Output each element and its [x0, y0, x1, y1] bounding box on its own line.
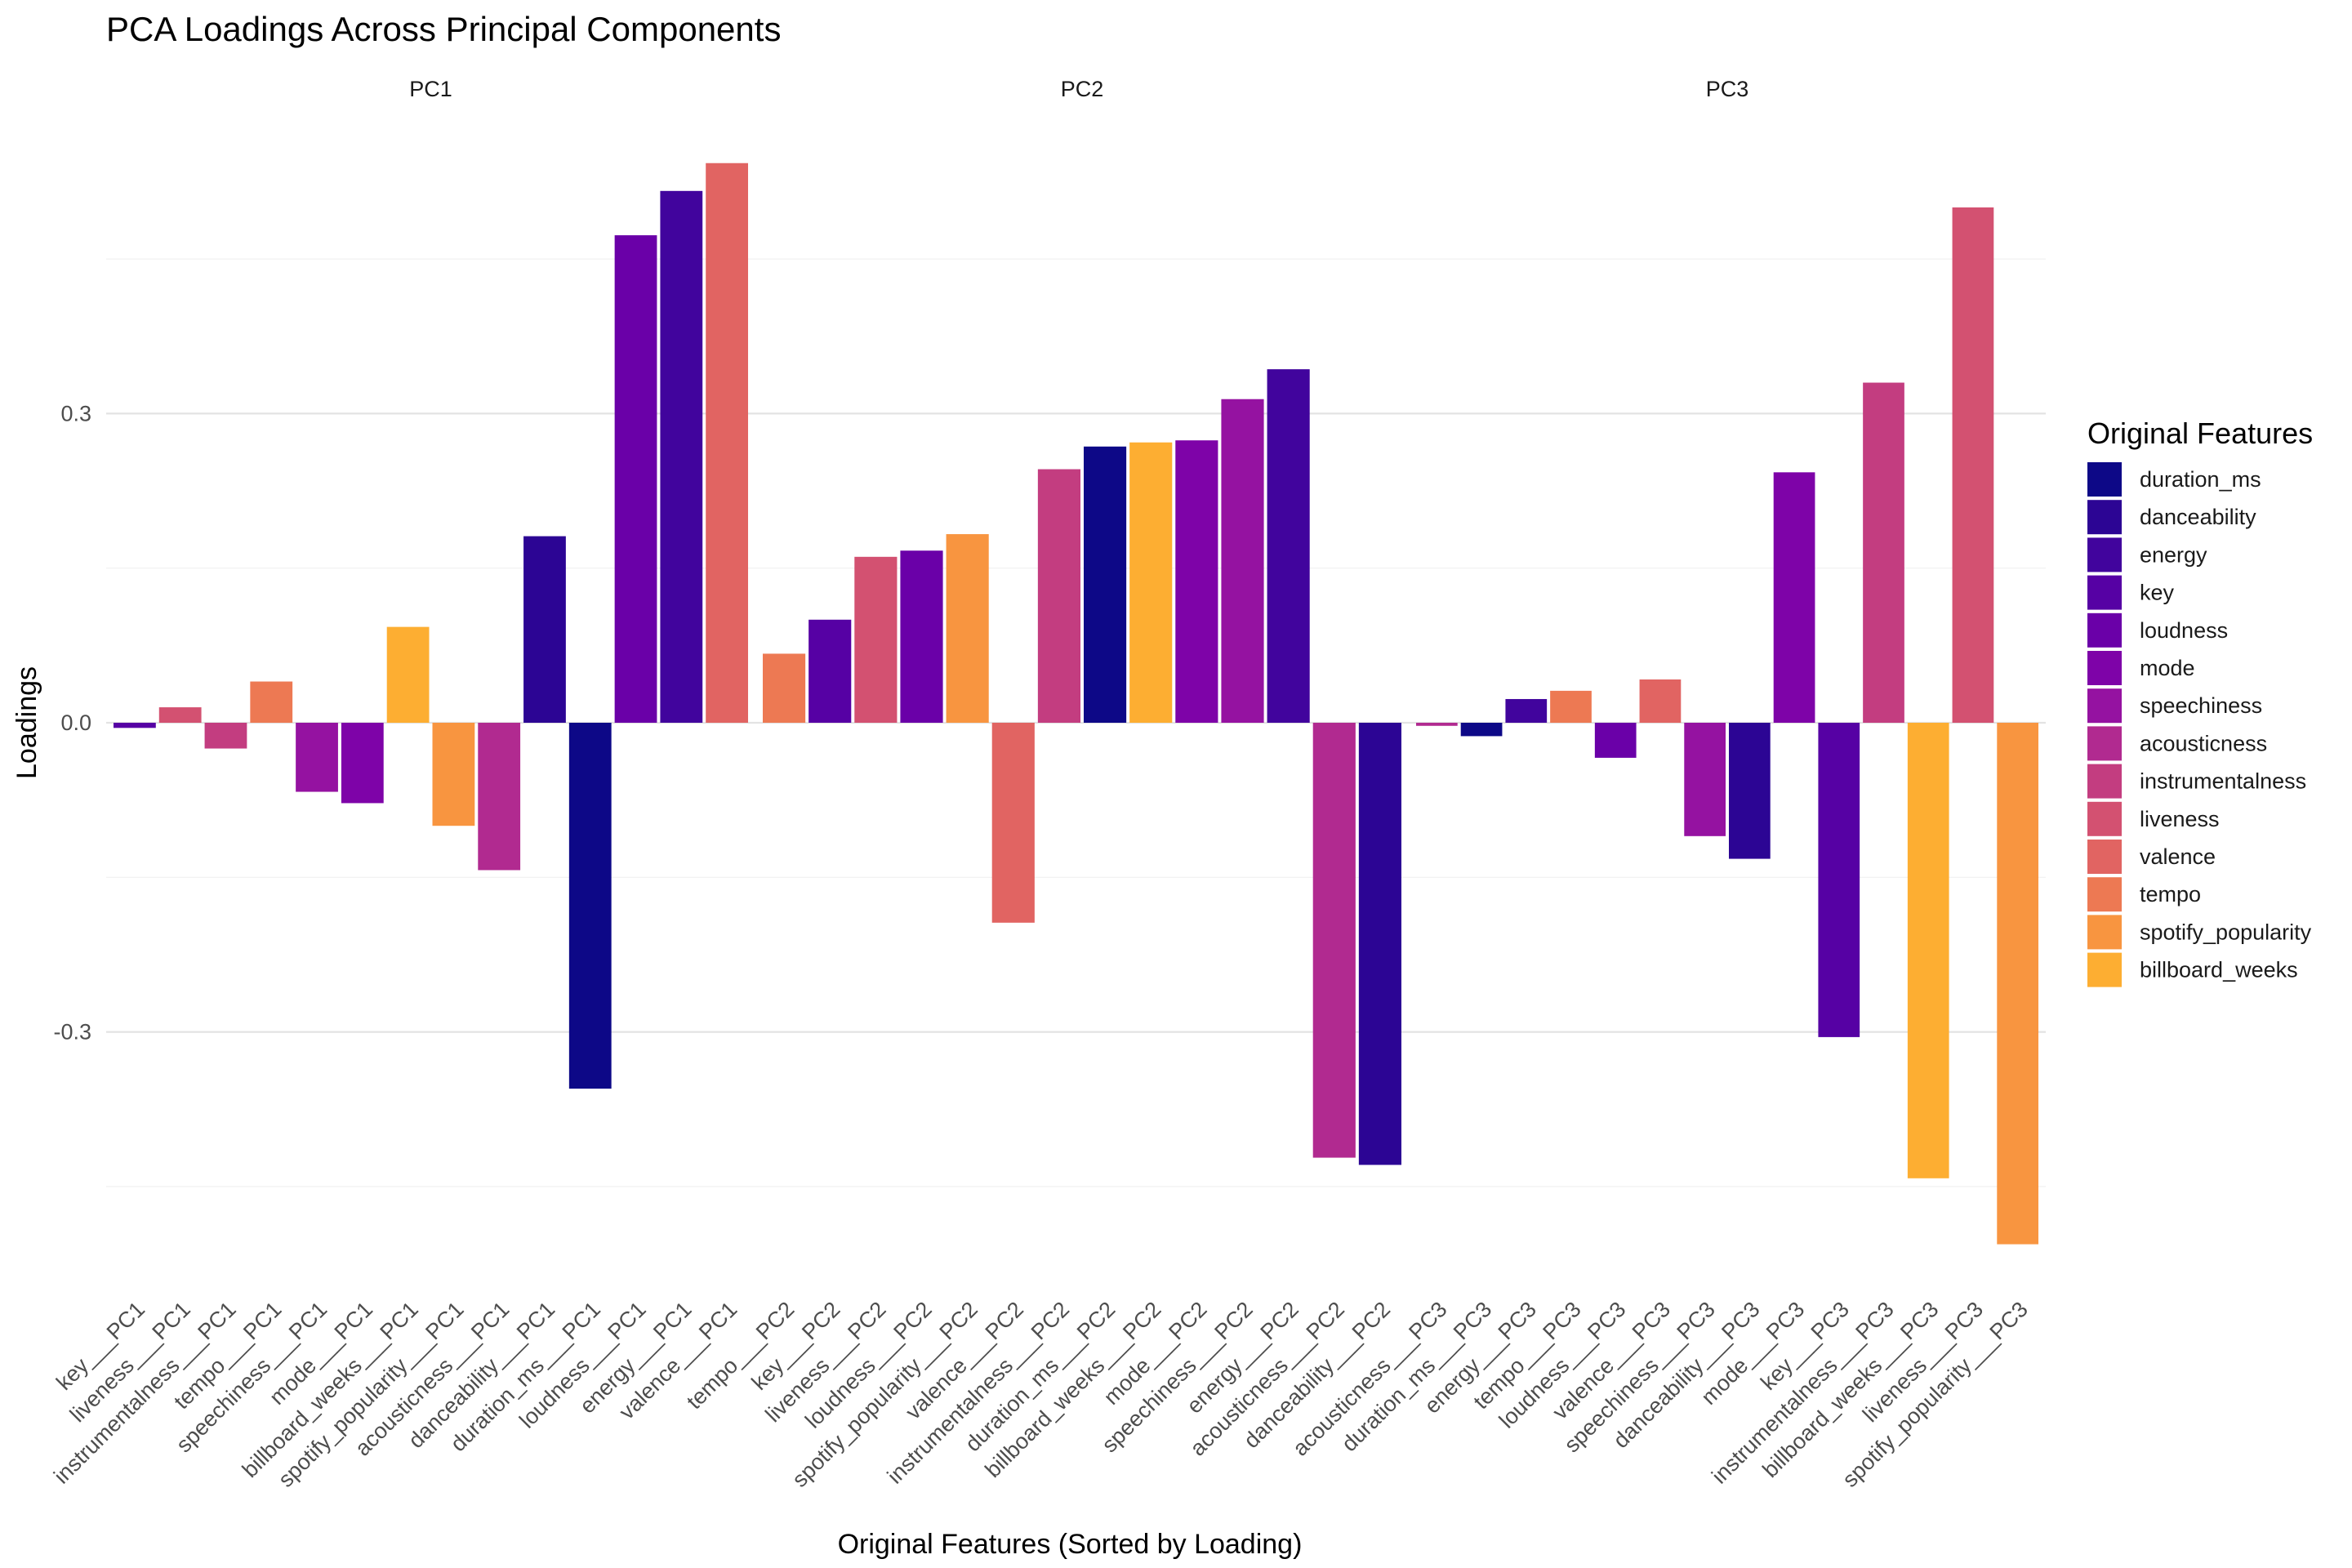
bar-tempo___PC3	[1550, 690, 1592, 723]
bar-spotify_popularity___PC2	[946, 534, 989, 723]
x-tick-label: instrumentalness___PC1	[49, 1297, 241, 1489]
facet-strip-label: PC3	[1706, 77, 1749, 101]
bar-loudness___PC1	[614, 235, 657, 724]
bar-key___PC1	[114, 723, 156, 728]
legend-label-tempo: tempo	[2140, 882, 2201, 906]
bar-speechiness___PC3	[1684, 723, 1726, 836]
legend-swatch-liveness	[2087, 801, 2122, 836]
bar-instrumentalness___PC2	[1037, 469, 1080, 723]
legend-title: Original Features	[2087, 416, 2313, 450]
bar-valence___PC2	[991, 723, 1035, 923]
bar-mode___PC1	[341, 723, 384, 804]
bar-billboard_weeks___PC3	[1907, 723, 1949, 1178]
facet-panels: PC1key___PC1liveness___PC1instrumentalne…	[49, 77, 2046, 1492]
bar-duration_ms___PC2	[1084, 446, 1127, 723]
legend-label-spotify_popularity: spotify_popularity	[2140, 920, 2312, 944]
bar-energy___PC1	[660, 190, 703, 724]
legend-label-acousticness: acousticness	[2140, 731, 2267, 755]
bar-instrumentalness___PC3	[1863, 382, 1904, 723]
legend-swatch-loudness	[2087, 612, 2122, 648]
bar-key___PC3	[1818, 723, 1860, 1037]
y-tick-label: 0.0	[60, 710, 91, 735]
legend-label-duration_ms: duration_ms	[2140, 467, 2261, 492]
legend-swatch-speechiness	[2087, 688, 2122, 724]
bar-acousticness___PC1	[478, 723, 521, 871]
legend-swatch-key	[2087, 575, 2122, 610]
bar-valence___PC1	[706, 163, 748, 723]
bar-speechiness___PC1	[296, 723, 338, 792]
bar-billboard_weeks___PC2	[1129, 442, 1173, 723]
bar-billboard_weeks___PC1	[386, 626, 430, 723]
y-axis-ticks: -0.3 0.0 0.3	[53, 401, 91, 1044]
bar-acousticness___PC3	[1416, 723, 1458, 726]
facet-strip-label: PC2	[1061, 77, 1104, 101]
bar-liveness___PC1	[158, 707, 202, 723]
bar-key___PC2	[808, 619, 852, 723]
bar-energy___PC2	[1267, 369, 1310, 723]
bar-duration_ms___PC1	[568, 723, 612, 1089]
legend-swatch-danceability	[2087, 500, 2122, 535]
bar-danceability___PC3	[1729, 723, 1771, 859]
facet-strip-label: PC1	[409, 77, 452, 101]
bar-spotify_popularity___PC3	[1997, 723, 2038, 1245]
bar-danceability___PC1	[523, 536, 566, 723]
legend-label-danceability: danceability	[2140, 505, 2256, 529]
bar-loudness___PC2	[900, 550, 943, 723]
legend-label-liveness: liveness	[2140, 807, 2220, 831]
legend-label-valence: valence	[2140, 844, 2216, 869]
bar-speechiness___PC2	[1221, 399, 1264, 723]
x-axis-title: Original Features (Sorted by Loading)	[838, 1529, 1303, 1560]
y-tick-label: 0.3	[60, 401, 91, 425]
bar-loudness___PC3	[1594, 723, 1637, 758]
legend: Original Features duration_ms danceabilit…	[2087, 416, 2313, 987]
legend-label-mode: mode	[2140, 656, 2195, 680]
bar-tempo___PC2	[763, 653, 806, 723]
bar-liveness___PC2	[854, 556, 898, 723]
bar-valence___PC3	[1639, 679, 1682, 723]
y-axis-title: Loadings	[11, 666, 42, 779]
bar-mode___PC2	[1175, 440, 1218, 723]
facet-pc2: PC2tempo___PC2key___PC2liveness___PC2lou…	[682, 77, 1409, 1492]
bar-instrumentalness___PC1	[204, 723, 247, 749]
y-tick-label: -0.3	[53, 1020, 91, 1045]
legend-label-key: key	[2140, 581, 2175, 605]
bar-spotify_popularity___PC1	[432, 723, 475, 826]
legend-swatch-valence	[2087, 840, 2122, 874]
legend-label-energy: energy	[2140, 542, 2207, 567]
bar-danceability___PC2	[1358, 723, 1401, 1165]
bar-liveness___PC3	[1952, 207, 1994, 723]
legend-label-loudness: loudness	[2140, 618, 2228, 643]
legend-swatch-tempo	[2087, 877, 2122, 912]
legend-swatch-energy	[2087, 537, 2122, 572]
bar-acousticness___PC2	[1312, 723, 1356, 1158]
legend-swatch-mode	[2087, 651, 2122, 685]
facet-pc3: PC3acousticness___PC3duration_ms___PC3en…	[1288, 77, 2046, 1492]
legend-label-speechiness: speechiness	[2140, 693, 2262, 718]
legend-swatch-instrumentalness	[2087, 764, 2122, 799]
bar-mode___PC3	[1773, 472, 1815, 723]
chart-title: PCA Loadings Across Principal Components	[106, 10, 781, 48]
legend-swatch-duration_ms	[2087, 462, 2122, 497]
bar-energy___PC3	[1505, 698, 1548, 723]
legend-swatch-acousticness	[2087, 726, 2122, 761]
legend-swatch-spotify_popularity	[2087, 915, 2122, 950]
legend-label-instrumentalness: instrumentalness	[2140, 769, 2306, 794]
legend-items: duration_ms danceability energy key loudness…	[2087, 462, 2312, 987]
legend-label-billboard_weeks: billboard_weeks	[2140, 958, 2298, 982]
legend-swatch-billboard_weeks	[2087, 952, 2122, 987]
facet-pc1: PC1key___PC1liveness___PC1instrumentalne…	[49, 77, 755, 1492]
bar-tempo___PC1	[250, 681, 293, 723]
bar-duration_ms___PC3	[1460, 723, 1503, 737]
